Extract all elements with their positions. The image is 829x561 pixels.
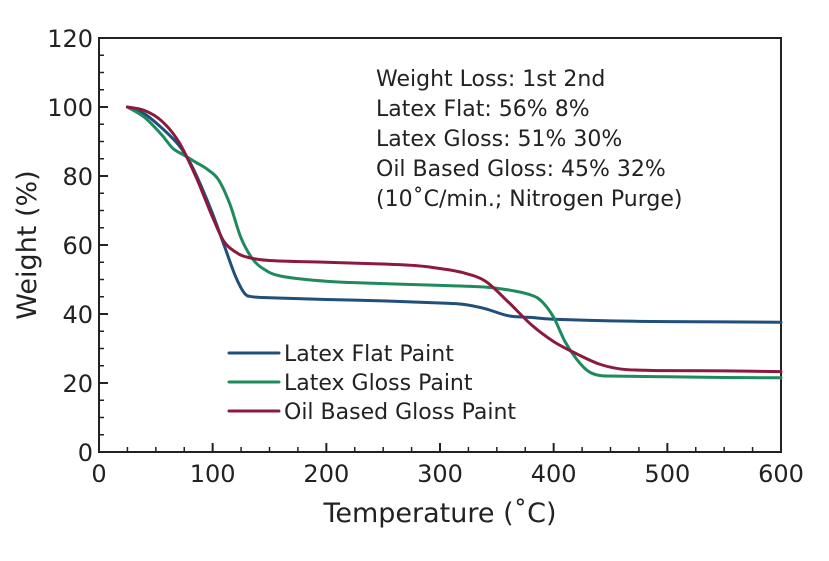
y-tick-label: 80 (62, 163, 93, 191)
y-tick-label: 0 (78, 439, 93, 467)
annotation-line: Latex Flat: 56% 8% (376, 97, 590, 122)
y-tick-label: 100 (47, 94, 93, 122)
y-tick-label: 120 (47, 25, 93, 53)
x-tick-label: 0 (91, 460, 106, 488)
annotation-line: (10˚C/min.; Nitrogen Purge) (376, 187, 682, 212)
y-tick-label: 40 (62, 301, 93, 329)
x-tick-label: 100 (190, 460, 236, 488)
series-line-oil-based-gloss-paint (125, 105, 783, 374)
x-tick-label: 200 (303, 460, 349, 488)
annotation-line: Weight Loss: 1st 2nd (376, 67, 605, 92)
annotation-line: Oil Based Gloss: 45% 32% (376, 157, 666, 182)
y-axis-title: Weight (%) (12, 170, 43, 319)
x-axis-ticks: 0 100 200 300 400 500 600 (91, 443, 804, 488)
x-tick-label: 300 (417, 460, 463, 488)
y-tick-label: 20 (62, 370, 93, 398)
series-lines (125, 105, 783, 380)
x-tick-label: 600 (758, 460, 804, 488)
legend-label: Latex Flat Paint (284, 342, 454, 367)
legend-label: Latex Gloss Paint (284, 371, 473, 396)
weight-loss-annotation: Weight Loss: 1st 2nd Latex Flat: 56% 8% La… (376, 67, 682, 212)
series-line-latex-gloss-paint (125, 105, 783, 380)
x-tick-label: 500 (644, 460, 690, 488)
annotation-line: Latex Gloss: 51% 30% (376, 127, 622, 152)
x-axis-title: Temperature (˚C) (322, 498, 556, 529)
y-axis-ticks: 0 20 40 60 80 100 120 (47, 25, 108, 467)
x-tick-label: 400 (531, 460, 577, 488)
legend: Latex Flat Paint Latex Gloss Paint Oil Bas… (227, 342, 516, 425)
y-tick-label: 60 (62, 232, 93, 260)
legend-label: Oil Based Gloss Paint (284, 400, 516, 425)
